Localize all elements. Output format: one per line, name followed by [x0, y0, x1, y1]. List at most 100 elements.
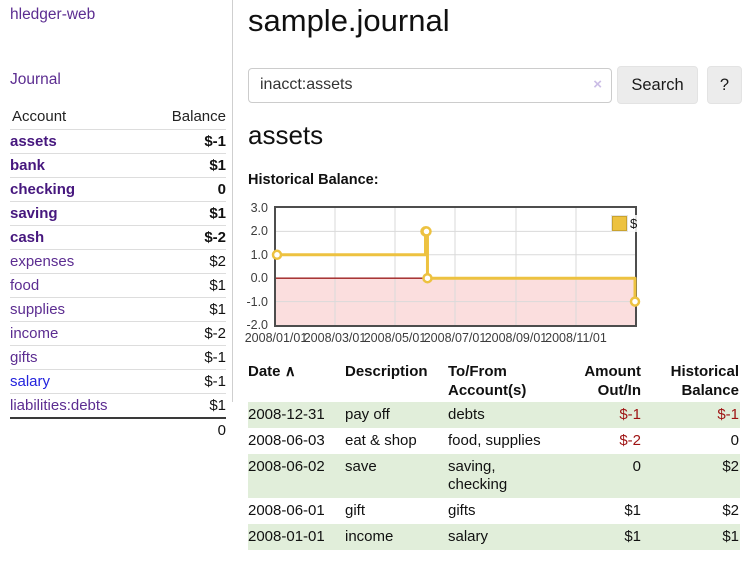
account-row: saving $1 — [10, 201, 226, 226]
account-link[interactable]: cash — [10, 229, 45, 246]
account-balance: $1 — [148, 393, 226, 419]
account-link[interactable]: checking — [10, 181, 76, 198]
y-axis-tick-label: -1.0 — [246, 294, 268, 309]
transaction-description: income — [345, 524, 448, 550]
transaction-description: eat & shop — [345, 432, 417, 449]
x-axis-tick-label: 2008/09/01 — [484, 331, 548, 345]
transaction-accounts: saving, checking — [448, 454, 558, 498]
account-link[interactable]: gifts — [10, 349, 38, 366]
transaction-accounts: salary — [448, 524, 558, 550]
account-link[interactable]: saving — [10, 205, 58, 222]
transaction-amount: $-2 — [619, 432, 641, 449]
account-heading: assets — [248, 120, 324, 150]
account-link[interactable]: food — [10, 277, 40, 294]
account-row: income $-2 — [10, 321, 226, 346]
transaction-date-link[interactable]: 2008-06-01 — [248, 502, 325, 519]
account-link[interactable]: salary — [10, 373, 51, 390]
account-link[interactable]: liabilities:debts — [10, 397, 108, 414]
account-balance: $-1 — [148, 369, 226, 394]
brand-link[interactable]: hledger-web — [10, 6, 96, 23]
transaction-date-link[interactable]: 2008-06-03 — [248, 432, 325, 449]
y-axis-tick-label: 2.0 — [250, 224, 268, 239]
chart-legend: $ — [611, 215, 639, 232]
accounts-header-account: Account — [10, 104, 149, 130]
transaction-balance: $-1 — [642, 402, 740, 428]
transaction-row: 2008-12-31 pay off debts $-1 $-1 — [248, 402, 740, 428]
accounts-total-balance: 0 — [148, 417, 226, 442]
x-axis-tick-label: 2008/03/01 — [303, 331, 367, 345]
legend-swatch-icon — [611, 215, 628, 232]
transaction-description: save — [345, 454, 448, 498]
transaction-amount: $1 — [624, 502, 641, 519]
account-row: cash $-2 — [10, 225, 226, 250]
transaction-balance: $1 — [642, 524, 740, 550]
account-row: gifts $-1 — [10, 345, 226, 370]
account-balance: $1 — [148, 153, 226, 178]
account-link[interactable]: bank — [10, 157, 46, 174]
transaction-amount: 0 — [558, 454, 642, 498]
y-axis-tick-label: 1.0 — [250, 247, 268, 262]
historical-balance-chart: $ 3.0 2.0 1.0 0.0 -1.0 -2.0 2008/01/01 2008/03/… — [240, 198, 742, 350]
account-balance: $-1 — [148, 345, 226, 370]
transaction-accounts: gifts — [448, 502, 476, 519]
account-balance: $-2 — [148, 225, 226, 250]
account-balance: $1 — [148, 273, 226, 298]
y-axis-tick-label: 0.0 — [250, 271, 268, 286]
transaction-date-link[interactable]: 2008-12-31 — [248, 402, 345, 428]
account-row: checking 0 — [10, 177, 226, 202]
search-bar: × Search ? — [248, 66, 742, 104]
account-link[interactable]: income — [10, 325, 59, 342]
transaction-row: 2008-06-02 save saving, checking 0 $2 — [248, 454, 740, 498]
transaction-amount: $1 — [558, 524, 642, 550]
sort-asc-icon: ∧ — [284, 363, 296, 380]
chart-title: Historical Balance: — [248, 172, 379, 188]
register-header-balance: Historical Balance — [670, 363, 739, 399]
account-row: salary $-1 — [10, 369, 226, 394]
y-axis-tick-label: 3.0 — [250, 201, 268, 215]
account-row: supplies $1 — [10, 297, 226, 322]
account-row: assets $-1 — [10, 129, 226, 154]
legend-label: $ — [630, 216, 638, 231]
accounts-total-row: 0 — [10, 417, 226, 442]
chart-plot-area: $ — [271, 206, 641, 327]
transaction-date-link[interactable]: 2008-01-01 — [248, 524, 345, 550]
clear-search-icon[interactable]: × — [593, 75, 602, 93]
account-balance: $1 — [148, 201, 226, 226]
transaction-accounts: food, supplies — [448, 432, 541, 449]
y-axis-tick-label: -2.0 — [246, 318, 268, 332]
account-row: liabilities:debts $1 — [10, 393, 226, 419]
account-row: expenses $2 — [10, 249, 226, 274]
search-button[interactable]: Search — [617, 66, 698, 104]
register-header-accounts: To/From Account(s) — [448, 363, 527, 399]
x-axis-tick-label: 2008/11/01 — [545, 331, 607, 345]
transaction-balance: $2 — [642, 454, 740, 498]
register-table: Date ∧ Description To/From Account(s) Am… — [248, 360, 740, 550]
transaction-balance: $2 — [722, 502, 739, 519]
account-balance: $-1 — [148, 129, 226, 154]
page-title: sample.journal — [248, 3, 450, 38]
account-link[interactable]: assets — [10, 133, 57, 150]
account-row: food $1 — [10, 273, 226, 298]
account-link[interactable]: supplies — [10, 301, 66, 318]
transaction-amount: $-1 — [558, 402, 642, 428]
accounts-header-balance: Balance — [148, 104, 226, 130]
transaction-date-link[interactable]: 2008-06-02 — [248, 454, 345, 498]
accounts-table: Account Balance assets $-1 bank $1 check… — [10, 104, 226, 442]
transaction-accounts: debts — [448, 402, 558, 428]
x-axis-tick-label: 2008/01/01 — [244, 331, 308, 345]
account-row: bank $1 — [10, 153, 226, 178]
search-help-button[interactable]: ? — [707, 66, 742, 104]
account-balance: 0 — [148, 177, 226, 202]
register-header-date[interactable]: Date ∧ — [248, 363, 296, 380]
x-axis-tick-label: 2008/07/01 — [423, 331, 487, 345]
transaction-balance: 0 — [730, 432, 739, 449]
transaction-row: 2008-01-01 income salary $1 $1 — [248, 524, 740, 550]
account-balance: $2 — [148, 249, 226, 274]
transaction-row: 2008-06-01 gift gifts $1 $2 — [248, 498, 740, 524]
sidebar-divider — [232, 0, 233, 402]
register-header-amount: Amount Out/In — [584, 363, 641, 399]
account-link[interactable]: expenses — [10, 253, 75, 270]
sidebar-item-journal[interactable]: Journal — [10, 71, 61, 88]
transaction-description: gift — [345, 502, 366, 519]
search-input[interactable] — [248, 67, 612, 103]
